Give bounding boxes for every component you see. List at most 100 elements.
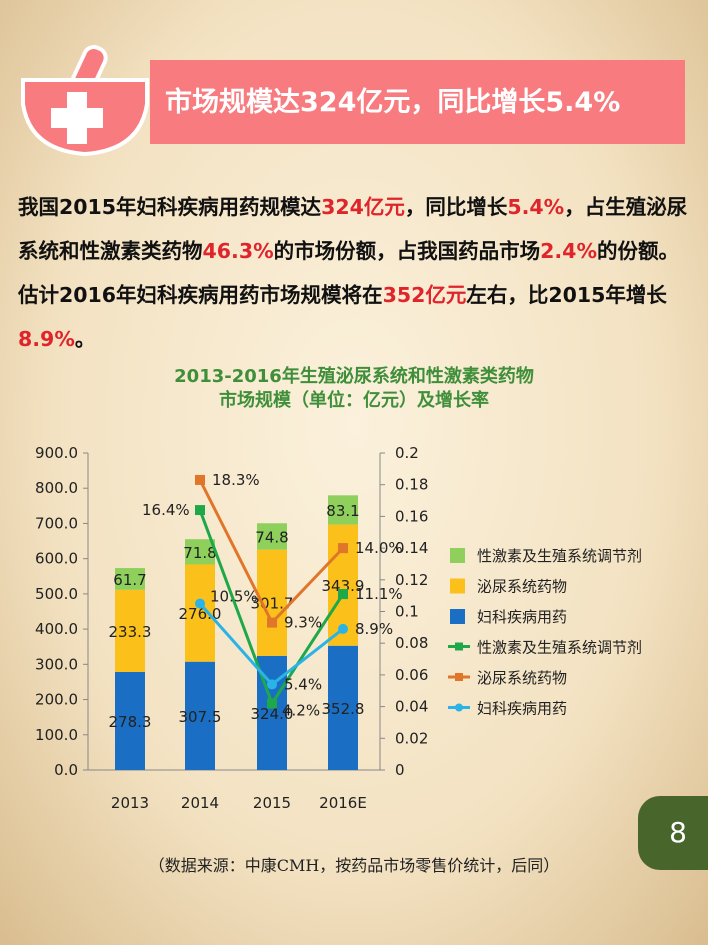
- growth-label: 4.2%: [282, 701, 320, 719]
- highlight-value: 2.4%: [540, 239, 597, 263]
- highlight-value: 5.4%: [507, 195, 565, 219]
- medicine-mortar-icon: [21, 45, 149, 157]
- x-tick-label: 2013: [111, 794, 149, 812]
- line-marker: [338, 543, 348, 554]
- legend-marker: [455, 642, 463, 651]
- x-tick-label: 2014: [181, 794, 219, 812]
- y-tick-label: 0.0: [54, 761, 78, 779]
- y-tick-label: 900.0: [35, 444, 78, 462]
- chart-subtitle: 市场规模（单位：亿元）及增长率: [219, 390, 489, 411]
- bar-value-label: 343.9: [322, 577, 365, 595]
- growth-label: 10.5%: [210, 588, 258, 606]
- bar-value-label: 233.3: [109, 623, 152, 641]
- legend-swatch: [450, 578, 465, 594]
- market-size-chart: 0.0 100.0 200.0 300.0 400.0 500.0 600.0 700.0 80…: [35, 444, 642, 812]
- bar-segment: [115, 589, 145, 672]
- paragraph-text: 我国2015年妇科疾病用药规模达: [18, 195, 322, 219]
- y-tick-label: 500.0: [35, 585, 78, 603]
- legend-swatch: [450, 609, 465, 624]
- x-tick-label: 2016E: [319, 794, 367, 812]
- legend-label: 妇科疾病用药: [477, 608, 567, 626]
- bar-value-label: 71.8: [183, 544, 216, 562]
- legend-item: 泌尿系统药物: [450, 578, 567, 596]
- growth-label: 14.0%: [355, 539, 403, 557]
- page-number-badge: 8: [638, 796, 708, 870]
- chart-title: 2013-2016年生殖泌尿系统和性激素类药物: [174, 366, 534, 387]
- line-marker: [195, 474, 205, 485]
- y2-tick-label: 0.16: [395, 507, 428, 525]
- bar-value-label: 278.3: [109, 713, 152, 731]
- legend-item: 妇科疾病用药: [448, 700, 567, 718]
- legend-marker: [455, 673, 463, 681]
- paragraph-text: 的市场份额，占我国药品市场: [273, 239, 541, 263]
- growth-label: 5.4%: [284, 675, 322, 693]
- line-marker: [195, 598, 205, 609]
- highlight-value: 324亿元: [321, 195, 405, 219]
- legend-label: 泌尿系统药物: [477, 578, 567, 596]
- growth-label: 16.4%: [142, 501, 190, 519]
- paragraph-text: 。: [74, 327, 96, 351]
- y2-tick-label: 0: [395, 761, 405, 779]
- y2-tick-label: 0.02: [395, 729, 428, 747]
- legend-label: 性激素及生殖系统调节剂: [477, 547, 642, 565]
- bar-value-label: 74.8: [255, 528, 288, 546]
- highlight-value: 46.3%: [202, 239, 274, 263]
- legend-swatch: [450, 548, 465, 563]
- line-marker: [195, 505, 205, 516]
- legend-item: 妇科疾病用药: [450, 608, 567, 626]
- bar-segment: [257, 523, 287, 550]
- highlight-value: 352亿元: [382, 283, 467, 307]
- legend-item: 性激素及生殖系统调节剂: [448, 639, 642, 657]
- y2-tick-label: 0.18: [395, 476, 428, 494]
- bar-segment: [185, 539, 215, 565]
- y-tick-label: 100.0: [35, 726, 78, 744]
- y2-tick-label: 0.12: [395, 571, 428, 589]
- y-tick-label: 600.0: [35, 550, 78, 568]
- bar-value-label: 276.0: [179, 605, 222, 623]
- y2-tick-label: 0.1: [395, 603, 419, 621]
- bar-segment: [115, 671, 145, 770]
- bar-segment: [328, 495, 358, 525]
- y2-tick-label: 0.2: [395, 444, 419, 462]
- bar-segment: [115, 568, 145, 590]
- paragraph-text: ，占生殖泌尿系统和性激素类药物: [18, 195, 688, 263]
- x-tick-label: 2015: [253, 794, 291, 812]
- y2-tick-label: 0.14: [395, 539, 428, 557]
- growth-label: 9.3%: [284, 614, 322, 632]
- legend-label: 泌尿系统药物: [477, 669, 567, 687]
- line-marker: [267, 698, 277, 709]
- bar-value-label: 352.8: [322, 700, 365, 718]
- legend-item: 泌尿系统药物: [448, 669, 567, 687]
- growth-label: 18.3%: [212, 471, 260, 489]
- banner-title: 市场规模达324亿元，同比增长5.4%: [165, 87, 621, 118]
- title-banner: [150, 60, 685, 144]
- data-source-note: （数据来源：中康CMH，按药品市场零售价统计，后同）: [148, 856, 560, 875]
- bar-segment: [185, 661, 215, 770]
- line-marker: [267, 679, 277, 690]
- highlight-value: 8.9%: [18, 327, 75, 351]
- paragraph-text: ，同比增长: [404, 195, 508, 219]
- bar-segment: [328, 645, 358, 770]
- bar-value-label: 324.0: [251, 705, 294, 723]
- line-marker: [267, 617, 277, 628]
- paragraph-text: 的份额。估计2016年妇科疾病用药市场规模将在: [18, 239, 679, 307]
- legend-marker: [455, 703, 463, 712]
- paragraph-text: 左右，比2015年增长: [466, 283, 667, 307]
- y2-tick-label: 0.08: [395, 634, 428, 652]
- growth-label: 8.9%: [355, 620, 393, 638]
- line-marker: [338, 623, 348, 634]
- bar-value-label: 83.1: [326, 502, 359, 520]
- y-tick-label: 300.0: [35, 655, 78, 673]
- summary-paragraph: 我国2015年妇科疾病用药规模达324亿元，同比增长5.4%，占生殖泌尿系统和性…: [18, 185, 698, 361]
- y2-tick-label: 0.06: [395, 666, 428, 684]
- line-marker: [338, 589, 348, 600]
- y-tick-label: 800.0: [35, 479, 78, 497]
- growth-label: 11.1%: [355, 585, 403, 603]
- bar-value-label: 307.5: [179, 708, 222, 726]
- bar-value-label: 61.7: [113, 571, 146, 589]
- y-tick-label: 400.0: [35, 620, 78, 638]
- y2-tick-label: 0.04: [395, 698, 428, 716]
- legend-item: 性激素及生殖系统调节剂: [450, 547, 642, 565]
- legend-label: 妇科疾病用药: [477, 700, 567, 718]
